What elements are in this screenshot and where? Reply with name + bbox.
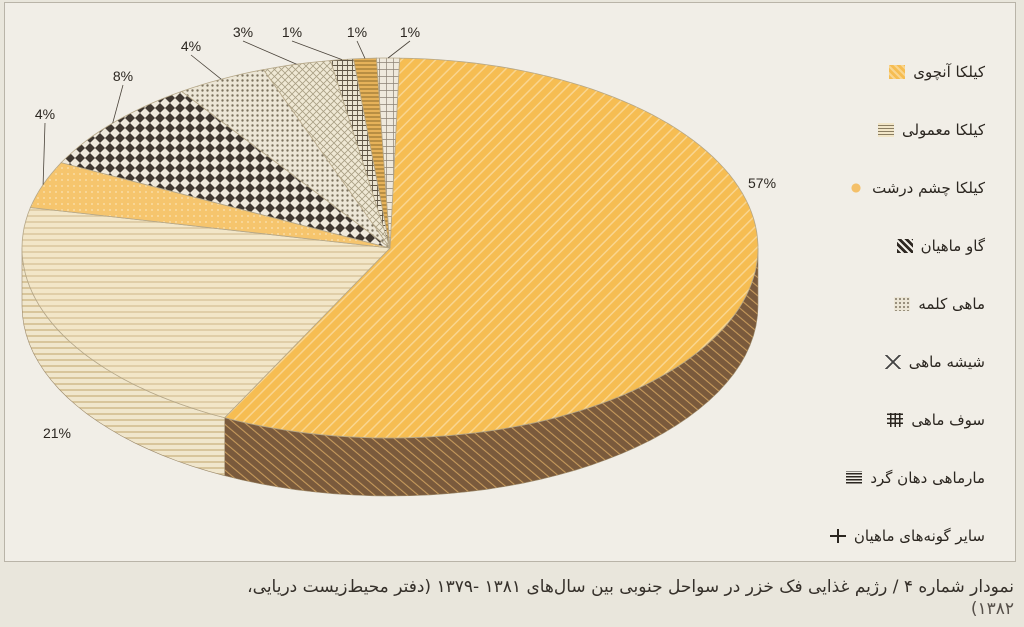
legend-label: ماهی کلمه	[918, 295, 985, 313]
leader-line	[190, 54, 222, 80]
pie-labels: 57% 21% 4% 8% 4% 3% 1% 1% 1%	[35, 24, 776, 441]
leader-line	[42, 122, 46, 185]
leader-line	[242, 40, 297, 65]
label-1b: 1%	[347, 24, 367, 40]
legend-label: سایر گونه‌های ماهیان	[853, 527, 985, 545]
legend-swatch	[848, 181, 865, 195]
legend-item-roach: ماهی کلمه	[795, 275, 985, 333]
label-4a: 4%	[35, 106, 55, 122]
pie-chart: 57% 21% 4% 8% 4% 3% 1% 1% 1%	[21, 24, 776, 497]
legend-item-shad: شیشه ماهی	[795, 333, 985, 391]
label-57: 57%	[748, 175, 776, 191]
caption-line: ۱۳۸۲)	[970, 599, 1014, 619]
legend-swatch	[829, 529, 846, 543]
figure-caption: نمودار شماره ۴ / رژیم غذایی فک خزر در سو…	[20, 576, 1014, 620]
legend-item-anchovy-kilka: کیلکا آنچوی	[795, 43, 985, 101]
leader-line	[291, 40, 343, 60]
legend-swatch	[894, 297, 911, 311]
legend-item-common-kilka: کیلکا معمولی	[795, 101, 985, 159]
legend-label: کیلکا چشم درشت	[872, 179, 985, 197]
legend-label: کیلکا معمولی	[901, 121, 985, 139]
legend-swatch	[889, 65, 906, 79]
legend-label: گاو ماهیان	[920, 237, 985, 255]
chart-frame: 57% 21% 4% 8% 4% 3% 1% 1% 1% کیلکا آنچوی کیلکا م…	[4, 2, 1016, 562]
label-3: 3%	[233, 24, 253, 40]
label-4b: 4%	[181, 38, 201, 54]
leader-line	[387, 40, 411, 59]
slice-common-kilka	[21, 207, 391, 419]
legend-item-pikeperch: سوف ماهی	[795, 391, 985, 449]
legend-swatch	[846, 471, 863, 485]
leader-line	[356, 40, 366, 59]
legend-swatch	[884, 355, 901, 369]
legend-swatch	[887, 413, 904, 427]
legend: کیلکا آنچوی کیلکا معمولی کیلکا چشم درشت …	[795, 43, 985, 565]
legend-item-bigeye-kilka: کیلکا چشم درشت	[795, 159, 985, 217]
legend-label: شیشه ماهی	[908, 353, 985, 371]
legend-item-lamprey: مارماهی دهان گرد	[795, 449, 985, 507]
pie-slices	[21, 57, 759, 439]
label-21: 21%	[43, 425, 71, 441]
label-1a: 1%	[282, 24, 302, 40]
label-8: 8%	[113, 68, 133, 84]
legend-swatch	[877, 123, 894, 137]
slice-anchovy-kilka	[223, 57, 759, 439]
legend-label: کیلکا آنچوی	[913, 63, 985, 81]
caption-line: نمودار شماره ۴ / رژیم غذایی فک خزر در سو…	[247, 577, 1014, 597]
leader-line	[112, 84, 124, 124]
legend-label: سوف ماهی	[911, 411, 985, 429]
legend-item-gobies: گاو ماهیان	[795, 217, 985, 275]
label-1c: 1%	[400, 24, 420, 40]
legend-item-other-species: سایر گونه‌های ماهیان	[795, 507, 985, 565]
legend-swatch	[896, 239, 913, 253]
legend-label: مارماهی دهان گرد	[870, 469, 985, 487]
